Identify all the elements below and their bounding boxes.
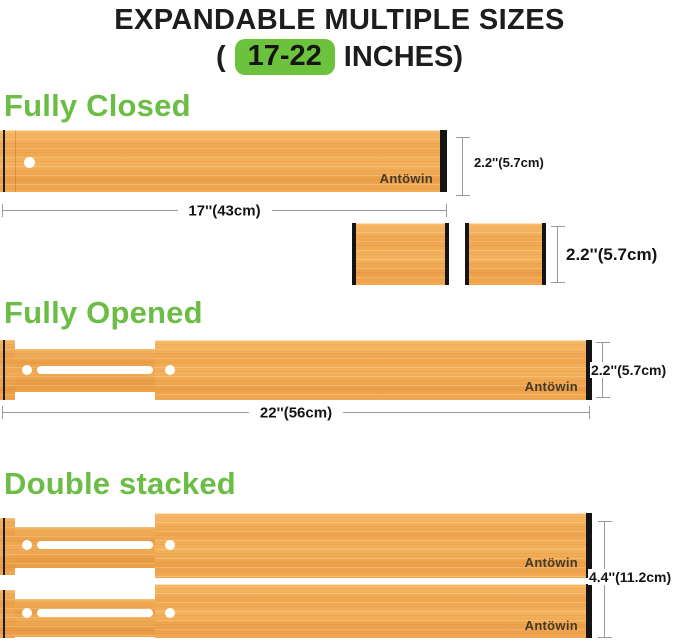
title-line1: EXPANDABLE MULTIPLE SIZES: [114, 4, 565, 36]
width-dimension-line-closed: 17''(43cm): [2, 202, 447, 219]
lock-hole-icon: [22, 365, 32, 375]
width-label-closed: 17''(43cm): [177, 202, 272, 219]
non-slip-end-pad: [440, 130, 447, 192]
lock-hole-icon: [22, 540, 32, 550]
slider-arm: [15, 527, 157, 568]
height-dimension-line-pieces: [551, 226, 565, 283]
slider-end-cap: [0, 590, 15, 638]
brand-logo: Antöwin: [524, 379, 578, 394]
divider-main-board: Antöwin: [155, 340, 592, 400]
slider-end-cap: [0, 340, 15, 400]
divider-fully-closed: Antöwin: [0, 130, 447, 192]
non-slip-end-pad: [586, 584, 592, 638]
non-slip-end-pad: [586, 340, 592, 400]
dim-cap: [596, 342, 610, 343]
heading-fully-closed: Fully Closed: [4, 88, 191, 123]
dim-cap: [456, 195, 470, 196]
dim-tick: [446, 204, 447, 217]
divider-piece-small-2: [465, 223, 546, 285]
brand-logo: Antöwin: [524, 618, 578, 633]
slider-arm: [15, 349, 157, 392]
heading-fully-opened: Fully Opened: [4, 295, 203, 330]
height-label-closed: 2.2''(5.7cm): [474, 155, 544, 170]
lock-hole-icon: [165, 608, 175, 618]
divider-fully-opened: Antöwin: [0, 340, 592, 400]
adjustment-slot: [37, 541, 153, 549]
height-label-stacked: 4.4''(11.2cm): [588, 569, 673, 585]
height-dimension-line-closed: [456, 137, 470, 196]
dim-cap: [551, 226, 565, 227]
dim-tick: [589, 406, 590, 419]
adjustment-slot: [37, 609, 153, 617]
dim-cap: [598, 637, 612, 638]
lock-hole-icon: [165, 365, 175, 375]
lock-hole-icon: [165, 540, 175, 550]
divider-stacked-bottom: Antöwin: [0, 584, 592, 638]
dim-cap: [551, 282, 565, 283]
dim-cap: [596, 397, 610, 398]
size-range-badge: 17-22: [234, 39, 335, 75]
slider-seam-line: [15, 130, 16, 192]
brand-logo: Antöwin: [524, 555, 578, 570]
lock-hole-icon: [24, 157, 35, 168]
lock-hole-icon: [22, 608, 32, 618]
left-edge-line: [3, 518, 5, 575]
height-label-opened: 2.2''(5.7cm): [590, 362, 668, 378]
divider-main-board: Antöwin: [155, 584, 592, 638]
title-paren-open: (: [215, 40, 226, 73]
brand-logo: Antöwin: [379, 171, 433, 186]
height-label-pieces: 2.2''(5.7cm): [566, 245, 658, 264]
title-block: EXPANDABLE MULTIPLE SIZES ( 17-22 INCHES…: [0, 4, 679, 75]
dim-cap: [456, 137, 470, 138]
left-edge-line: [3, 340, 5, 400]
width-dimension-line-opened: 22''(56cm): [2, 404, 590, 421]
dim-line: [557, 226, 558, 283]
left-edge-line: [3, 130, 5, 192]
slider-end-cap: [0, 518, 15, 575]
dim-cap: [598, 521, 612, 522]
divider-stacked-top: Antöwin: [0, 513, 592, 578]
divider-main-board: Antöwin: [155, 513, 592, 578]
left-edge-line: [3, 590, 5, 638]
width-label-opened: 22''(56cm): [248, 404, 344, 421]
title-suffix: INCHES): [343, 40, 464, 73]
divider-piece-small-1: [352, 223, 449, 285]
non-slip-end-pad: [586, 513, 592, 578]
adjustment-slot: [37, 366, 153, 374]
slider-arm: [15, 599, 157, 637]
dim-line: [462, 137, 463, 196]
heading-double-stacked: Double stacked: [4, 466, 236, 501]
title-line2: ( 17-22 INCHES): [0, 39, 679, 75]
